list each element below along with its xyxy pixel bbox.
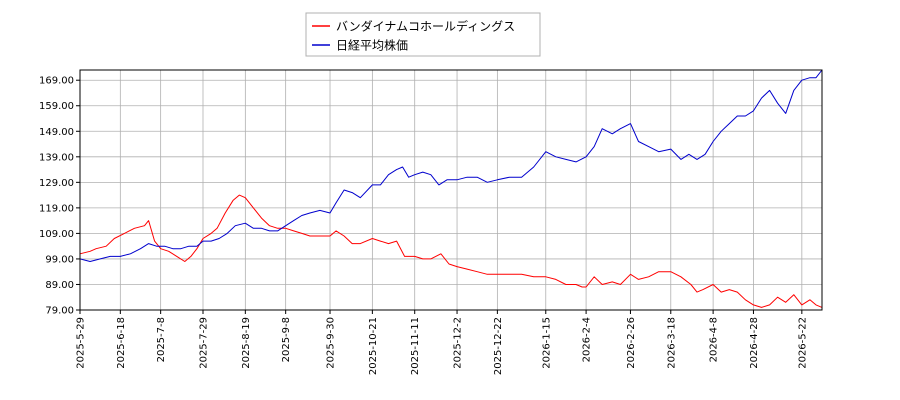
x-tick-label: 2026-2-4 <box>582 317 593 362</box>
y-tick-label: 159.00 <box>39 101 74 112</box>
series-layer <box>79 69 823 308</box>
plot-frame <box>79 69 823 311</box>
x-tick-label: 2026-5-22 <box>797 317 808 369</box>
y-tick-label: 169.00 <box>39 76 74 87</box>
series-line-1 <box>79 194 823 308</box>
y-tick-label: 129.00 <box>39 178 74 189</box>
x-tick-label: 2025-6-18 <box>116 317 127 369</box>
x-tick-label: 2025-7-8 <box>156 317 167 362</box>
x-tick-label: 2025-11-11 <box>410 317 421 375</box>
x-tick-label: 2026-4-28 <box>749 317 760 369</box>
legend-label-2: 日経平均株価 <box>336 38 408 53</box>
series-line-2 <box>79 69 823 262</box>
legend-label-1: バンダイナムコホールディングス <box>336 19 515 34</box>
y-tick-label: 109.00 <box>39 229 74 240</box>
x-tick-label: 2026-1-15 <box>541 317 552 369</box>
x-tick-label: 2025-10-21 <box>368 317 379 375</box>
y-tick-label: 99.00 <box>45 254 74 265</box>
x-axis: 2025-5-29 2025-6-18 2025-7-8 2025-7-29 2025-… <box>76 310 808 375</box>
x-tick-label: 2025-9-8 <box>281 317 292 362</box>
x-tick-label: 2026-4-8 <box>709 317 720 362</box>
y-tick-label: 79.00 <box>45 306 74 317</box>
legend-box <box>305 12 541 57</box>
x-tick-label: 2025-9-30 <box>326 317 337 369</box>
y-tick-label: 139.00 <box>39 152 74 163</box>
x-tick-label: 2025-8-19 <box>241 317 252 369</box>
x-tick-label: 2025-5-29 <box>76 317 87 369</box>
y-axis: 79.00 89.00 99.00 109.00 119.00 129.00 139.00 1… <box>39 76 80 317</box>
x-tick-label: 2025-12-2 <box>453 317 464 369</box>
y-tick-label: 149.00 <box>39 127 74 138</box>
y-tick-label: 89.00 <box>45 280 74 291</box>
x-tick-label: 2026-3-18 <box>666 317 677 369</box>
x-tick-label: 2025-7-29 <box>198 317 209 369</box>
grid <box>79 70 822 311</box>
y-tick-label: 119.00 <box>39 203 74 214</box>
x-tick-label: 2025-12-22 <box>493 317 504 375</box>
x-tick-label: 2026-2-26 <box>626 317 637 369</box>
